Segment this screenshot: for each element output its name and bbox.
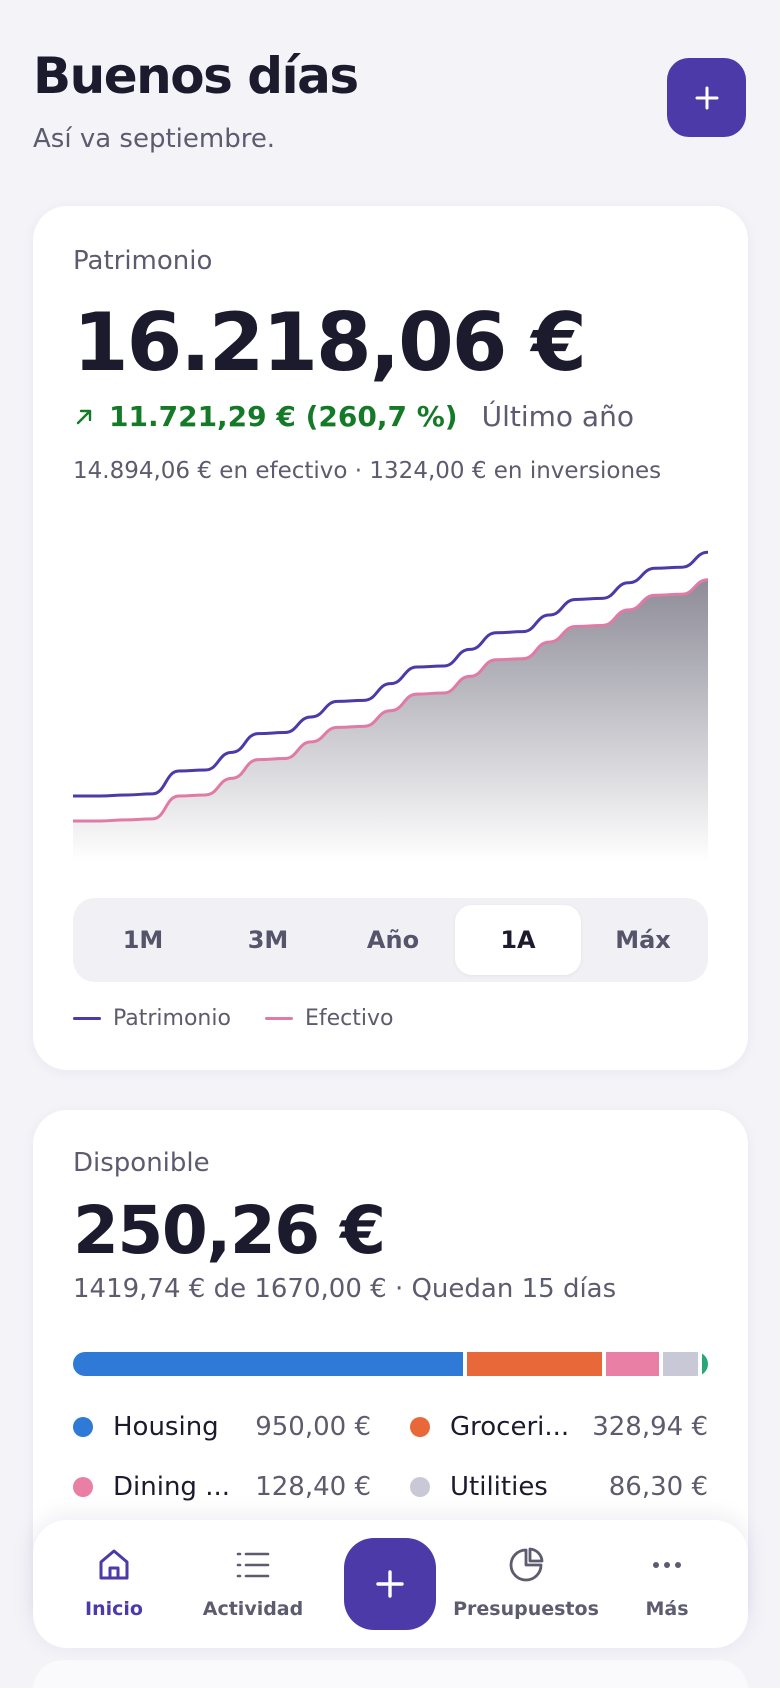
change-amount: 11.721,29 € (260,7 %) bbox=[109, 400, 458, 433]
series-line-net-worth bbox=[73, 550, 708, 798]
category-name: Groceri... bbox=[450, 1412, 570, 1442]
net-worth-value: 16.218,06 € bbox=[73, 296, 587, 389]
tab-more[interactable]: Más bbox=[592, 1546, 742, 1620]
category-dot bbox=[410, 1417, 430, 1437]
category-amount: 86,30 € bbox=[608, 1472, 708, 1502]
legend-item-net-worth: Patrimonio bbox=[73, 1006, 231, 1031]
change-period: Último año bbox=[481, 400, 634, 433]
tab-label: Actividad bbox=[202, 1598, 304, 1620]
arrow-up-right-icon bbox=[76, 409, 92, 424]
progress-segment bbox=[662, 1352, 699, 1376]
plus-icon bbox=[695, 86, 718, 109]
legend-swatch-cash bbox=[264, 1017, 293, 1020]
range-3m[interactable]: 3M bbox=[247, 926, 289, 954]
progress-segment bbox=[702, 1352, 708, 1376]
tab-label: Más bbox=[645, 1598, 689, 1620]
range-ytd[interactable]: Año bbox=[366, 926, 420, 954]
category-dining[interactable]: Dining ... 128,40 € bbox=[73, 1472, 371, 1502]
tab-label: Inicio bbox=[85, 1598, 143, 1620]
bottom-tab-bar: Inicio Actividad Presupuestos Más bbox=[33, 1520, 748, 1648]
header: Buenos días Así va septiembre. bbox=[33, 44, 359, 154]
category-dot bbox=[73, 1417, 93, 1437]
series-line-cash bbox=[73, 578, 708, 823]
progress-segment bbox=[467, 1352, 603, 1376]
category-amount: 328,94 € bbox=[592, 1412, 708, 1442]
more-icon bbox=[653, 1562, 681, 1568]
category-amount: 128,40 € bbox=[255, 1472, 371, 1502]
legend-label-net-worth: Patrimonio bbox=[113, 1006, 231, 1031]
progress-segment bbox=[606, 1352, 659, 1376]
legend-swatch-net-worth bbox=[73, 1017, 101, 1020]
category-dot bbox=[73, 1477, 93, 1497]
tab-activity[interactable]: Actividad bbox=[178, 1546, 328, 1620]
available-detail: 1419,74 € de 1670,00 € · Quedan 15 días bbox=[73, 1274, 617, 1304]
tab-label: Presupuestos bbox=[453, 1598, 599, 1620]
add-transaction-button[interactable] bbox=[667, 58, 746, 137]
chart-legend: Patrimonio Efectivo bbox=[73, 1006, 427, 1031]
net-worth-label: Patrimonio bbox=[73, 246, 213, 276]
chart-area-fill bbox=[73, 579, 708, 862]
progress-segment bbox=[73, 1352, 464, 1376]
pie-chart-icon bbox=[509, 1547, 544, 1582]
range-1y[interactable]: 1A bbox=[455, 905, 581, 975]
net-worth-change: 11.721,29 € (260,7 %) Último año bbox=[73, 400, 634, 433]
category-name: Dining ... bbox=[113, 1472, 230, 1502]
net-worth-breakdown: 14.894,06 € en efectivo · 1324,00 € en i… bbox=[73, 458, 662, 484]
net-worth-chart[interactable] bbox=[73, 526, 708, 862]
category-groceries[interactable]: Groceri... 328,94 € bbox=[410, 1412, 708, 1442]
category-amount: 950,00 € bbox=[255, 1412, 371, 1442]
tab-add-button[interactable] bbox=[344, 1538, 436, 1630]
category-name: Utilities bbox=[450, 1472, 548, 1502]
range-1m[interactable]: 1M bbox=[122, 926, 164, 954]
plus-icon bbox=[376, 1570, 404, 1598]
category-name: Housing bbox=[113, 1412, 219, 1442]
legend-label-cash: Efectivo bbox=[304, 1006, 394, 1031]
next-card-peek bbox=[33, 1660, 748, 1688]
page-subtitle: Así va septiembre. bbox=[33, 124, 276, 154]
page-title: Buenos días bbox=[33, 47, 359, 105]
range-max[interactable]: Máx bbox=[615, 926, 671, 954]
tab-budgets[interactable]: Presupuestos bbox=[451, 1546, 601, 1620]
net-worth-card[interactable]: Patrimonio 16.218,06 € 11.721,29 € (260,… bbox=[33, 206, 748, 1070]
category-utilities[interactable]: Utilities 86,30 € bbox=[410, 1472, 708, 1502]
available-label: Disponible bbox=[73, 1148, 210, 1178]
category-dot bbox=[410, 1477, 430, 1497]
category-housing[interactable]: Housing 950,00 € bbox=[73, 1412, 371, 1442]
tab-home[interactable]: Inicio bbox=[39, 1546, 189, 1620]
home-icon bbox=[99, 1549, 129, 1580]
budget-progress-bar bbox=[73, 1352, 708, 1376]
list-icon bbox=[236, 1552, 270, 1578]
range-selector: 1M 3M Año 1A Máx bbox=[73, 898, 708, 982]
legend-item-cash: Efectivo bbox=[264, 1006, 394, 1031]
available-value: 250,26 € bbox=[73, 1192, 386, 1269]
